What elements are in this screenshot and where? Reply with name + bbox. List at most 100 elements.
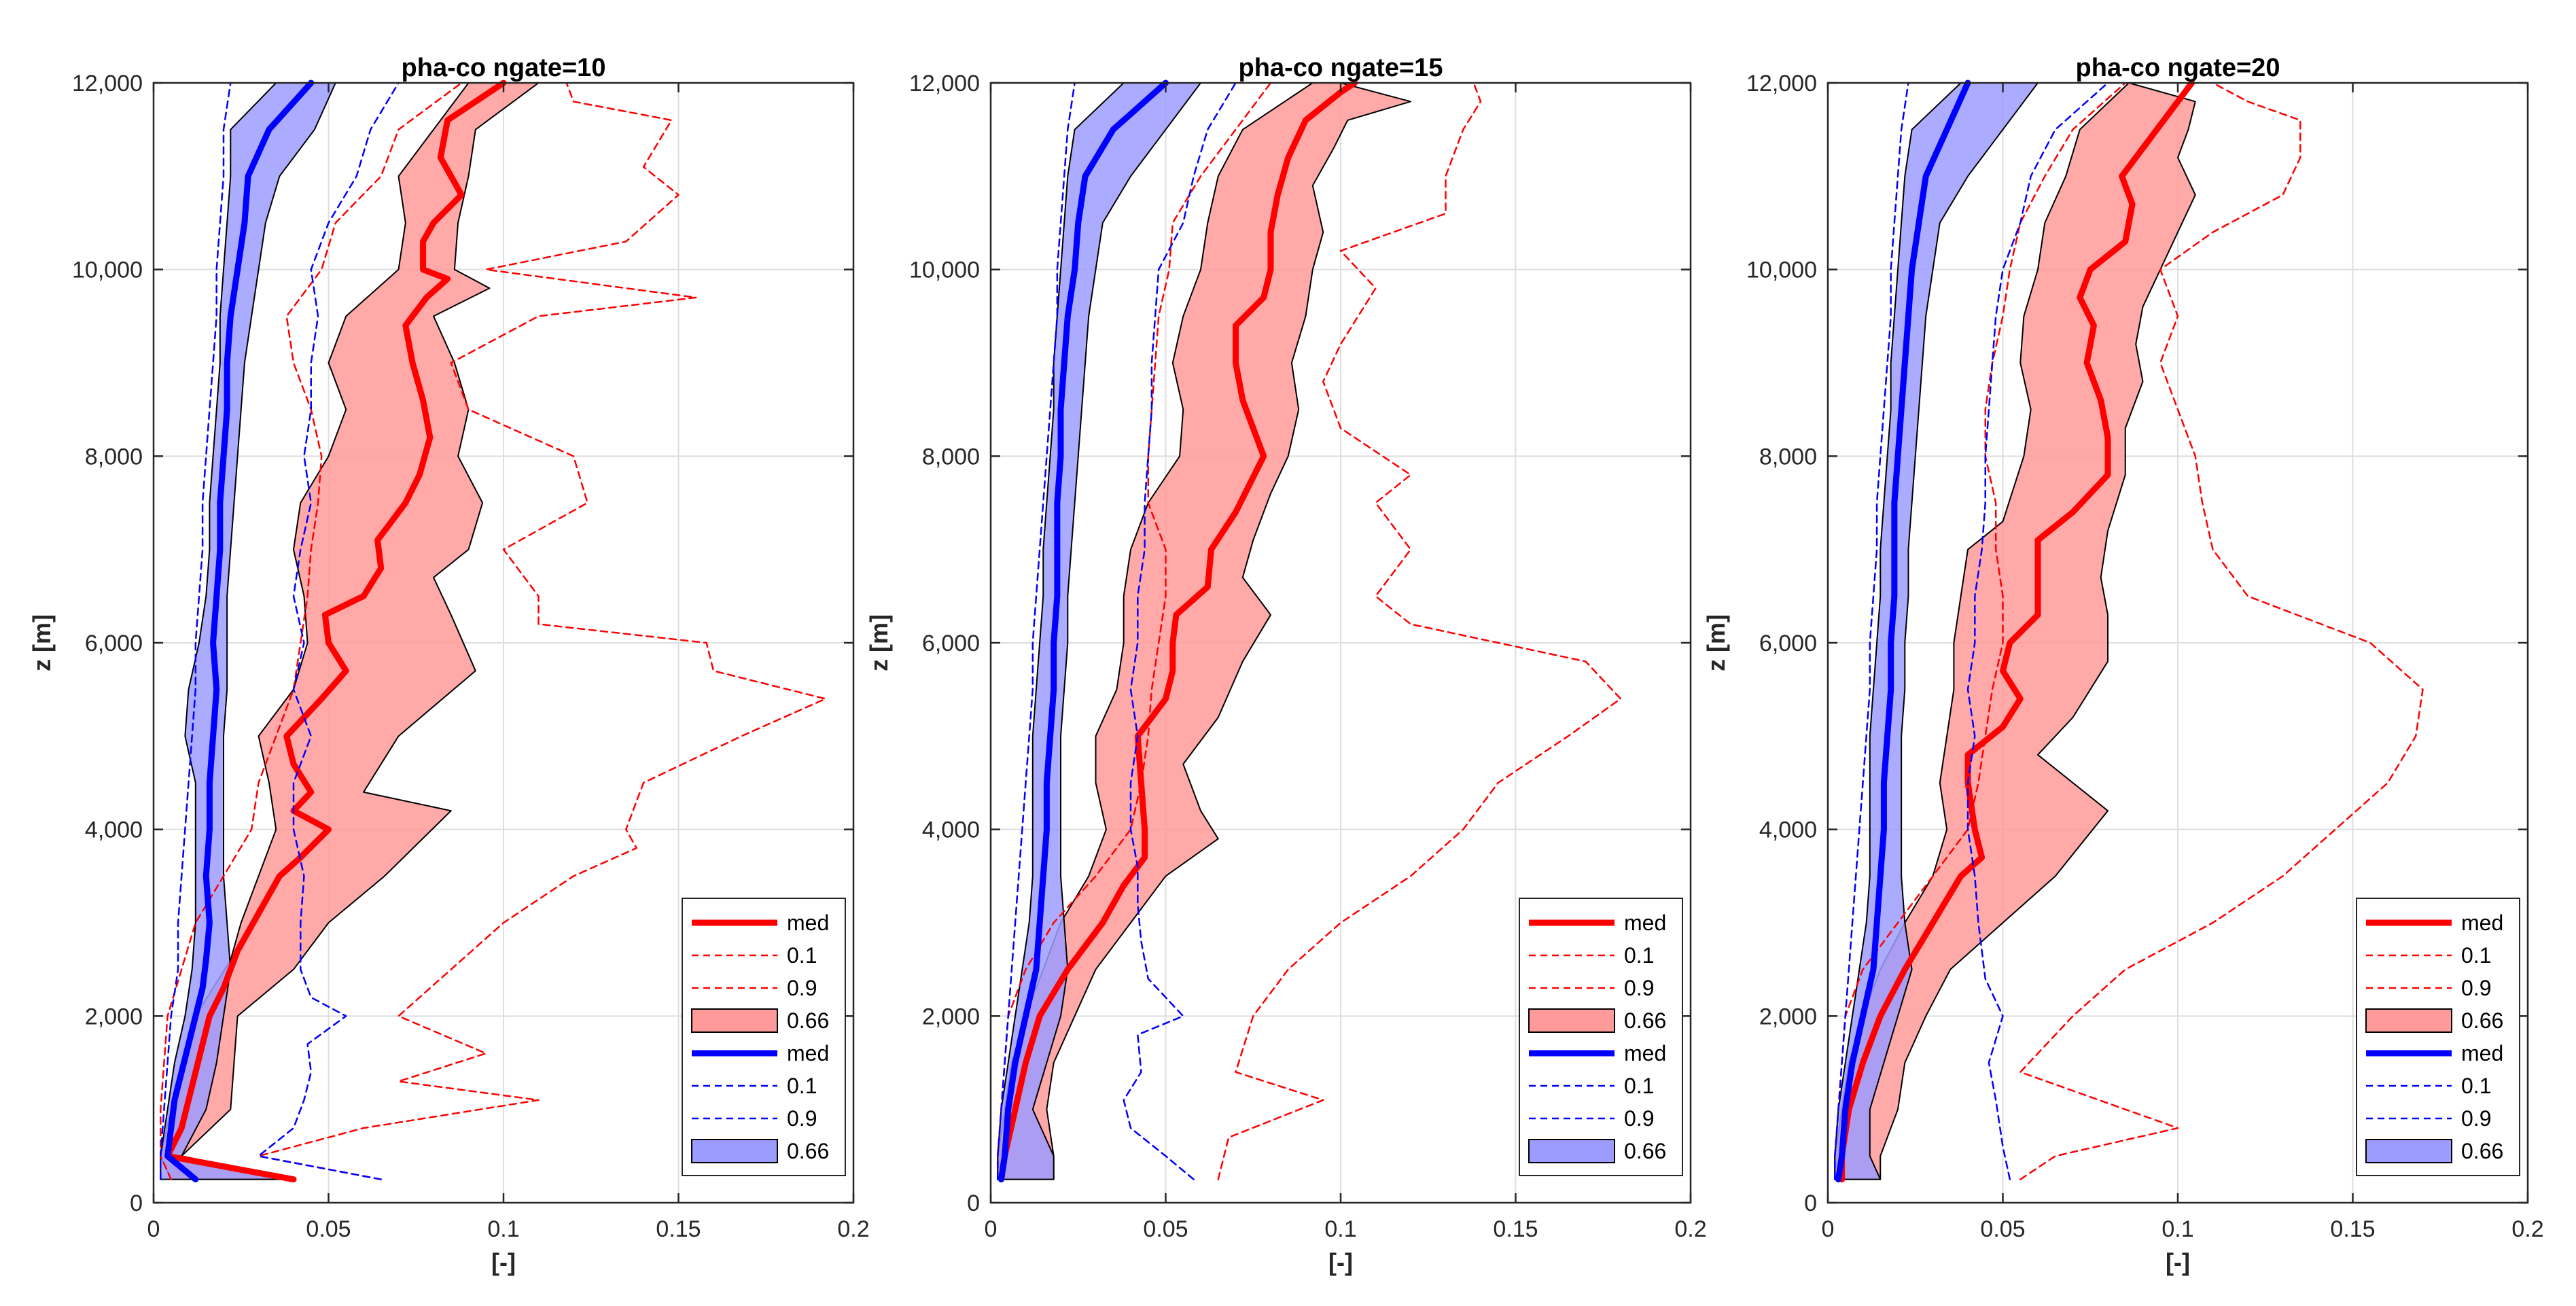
y-tick-label: 4,000: [1759, 817, 1817, 843]
legend-label: 0.9: [2461, 1106, 2491, 1131]
legend-label: 0.1: [2461, 1074, 2491, 1098]
legend-label: 0.9: [1624, 1106, 1654, 1131]
legend: med 0.1 0.9 0.66 med 0.1 0.9 0.66: [682, 898, 846, 1176]
y-tick-label: 0: [967, 1190, 980, 1216]
chart-title: pha-co ngate=15: [1239, 54, 1443, 82]
legend-box: [1519, 898, 1683, 1176]
chart-panel-1: 0 0.05 0.1 0.15 0.2 0 2,000 4,000 6,000 8,000 10,0…: [28, 54, 870, 1276]
legend-label: med: [787, 911, 829, 935]
legend-swatch: [2365, 1008, 2452, 1033]
quantile-line-red-2: [258, 82, 827, 1180]
y-tick-label: 8,000: [1759, 444, 1817, 470]
legend-label: 0.66: [787, 1139, 829, 1163]
legend-label: med: [2461, 911, 2503, 935]
x-tick-label: 0.2: [2511, 1216, 2543, 1242]
legend-swatch: [1528, 1139, 1615, 1163]
legend-label: 0.1: [1624, 1074, 1654, 1098]
x-tick-label: 0.15: [656, 1216, 701, 1242]
chart-panel-3: 0 0.05 0.1 0.15 0.2 0 2,000 4,000 6,000 8,000 10,0…: [1702, 54, 2544, 1276]
quantile-line-blue-5: [160, 82, 232, 1180]
y-tick-label: 0: [130, 1190, 143, 1216]
y-axis-label: z [m]: [865, 614, 893, 671]
band-red: [997, 82, 1411, 1180]
legend-label: 0.1: [787, 1074, 817, 1098]
x-tick-label: 0.05: [1980, 1216, 2025, 1242]
legend-box: [682, 898, 846, 1176]
y-tick-label: 2,000: [85, 1004, 143, 1029]
x-tick-label: 0.2: [837, 1216, 869, 1242]
band-red: [1834, 82, 2196, 1180]
x-tick-label: 0: [147, 1216, 160, 1242]
median-line-blue-4: [1835, 80, 1971, 1183]
y-tick-label: 6,000: [85, 631, 143, 656]
legend-label: 0.9: [787, 976, 817, 1000]
quantile-line-blue-6: [1123, 82, 1237, 1180]
y-tick-label: 10,000: [72, 258, 143, 283]
y-tick-label: 2,000: [922, 1004, 980, 1029]
y-tick-label: 4,000: [922, 817, 980, 843]
x-tick-label: 0.1: [1324, 1216, 1356, 1242]
y-tick-label: 12,000: [1746, 71, 1817, 96]
y-tick-label: 12,000: [72, 71, 143, 96]
legend-label: med: [787, 1041, 829, 1065]
legend-label: 0.1: [787, 943, 817, 968]
median-line-red-0: [164, 80, 507, 1183]
legend-swatch: [691, 1008, 778, 1033]
legend-label: 0.9: [1624, 976, 1654, 1000]
x-tick-label: 0: [985, 1216, 998, 1242]
y-tick-label: 2,000: [1759, 1004, 1817, 1029]
x-axis-label: [-]: [2166, 1248, 2190, 1276]
x-tick-label: 0.15: [2330, 1216, 2375, 1242]
legend: med 0.1 0.9 0.66 med 0.1 0.9 0.66: [1519, 898, 1683, 1176]
y-tick-label: 8,000: [85, 444, 143, 470]
x-tick-label: 0.05: [1143, 1216, 1188, 1242]
quantile-line-blue-5: [1834, 82, 1909, 1180]
legend-label: 0.1: [2461, 943, 2491, 968]
y-tick-label: 0: [1804, 1190, 1817, 1216]
legend-swatch: [2365, 1139, 2452, 1163]
legend-label: 0.66: [1624, 1008, 1666, 1033]
x-tick-label: 0.1: [2162, 1216, 2193, 1242]
legend-box: [2356, 898, 2520, 1176]
x-axis-label: [-]: [491, 1248, 516, 1276]
quantile-line-red-2: [2019, 82, 2424, 1180]
quantile-line-red-2: [1217, 82, 1622, 1180]
x-axis-label: [-]: [1328, 1248, 1353, 1276]
legend-label: 0.66: [1624, 1139, 1666, 1163]
quantile-line-blue-6: [1966, 82, 2109, 1180]
legend-label: 0.66: [2461, 1139, 2503, 1163]
y-tick-label: 12,000: [909, 71, 980, 96]
quantile-line-blue-5: [997, 82, 1076, 1180]
x-tick-label: 0.2: [1674, 1216, 1706, 1242]
y-tick-label: 6,000: [922, 631, 980, 656]
legend-label: 0.66: [2461, 1008, 2503, 1033]
legend: med 0.1 0.9 0.66 med 0.1 0.9 0.66: [2356, 898, 2520, 1176]
legend-label: 0.1: [1624, 943, 1654, 968]
legend-label: 0.9: [787, 1106, 817, 1131]
x-tick-label: 0.15: [1493, 1216, 1538, 1242]
y-tick-label: 10,000: [1746, 258, 1817, 283]
legend-label: med: [1624, 911, 1666, 935]
y-axis-label: z [m]: [1702, 614, 1730, 671]
median-line-red-0: [998, 80, 1358, 1183]
legend-label: 0.9: [2461, 976, 2491, 1000]
median-line-red-0: [1839, 80, 2195, 1183]
y-tick-label: 6,000: [1759, 631, 1817, 656]
chart-title: pha-co ngate=10: [402, 54, 606, 82]
y-tick-label: 8,000: [922, 444, 980, 470]
x-tick-label: 0: [1822, 1216, 1835, 1242]
median-line-blue-4: [998, 80, 1169, 1183]
x-tick-label: 0.1: [487, 1216, 519, 1242]
chart-panel-2: 0 0.05 0.1 0.15 0.2 0 2,000 4,000 6,000 8,000 10,0…: [865, 54, 1707, 1276]
y-axis-label: z [m]: [28, 614, 56, 671]
legend-label: 0.66: [787, 1008, 829, 1033]
quantile-line-red-1: [160, 82, 463, 1180]
y-tick-label: 10,000: [909, 258, 980, 283]
quantile-line-blue-6: [258, 82, 400, 1180]
legend-swatch: [691, 1139, 778, 1163]
x-tick-label: 0.05: [306, 1216, 351, 1242]
chart-title: pha-co ngate=20: [2076, 54, 2280, 82]
y-tick-label: 4,000: [85, 817, 143, 843]
legend-swatch: [1528, 1008, 1615, 1033]
